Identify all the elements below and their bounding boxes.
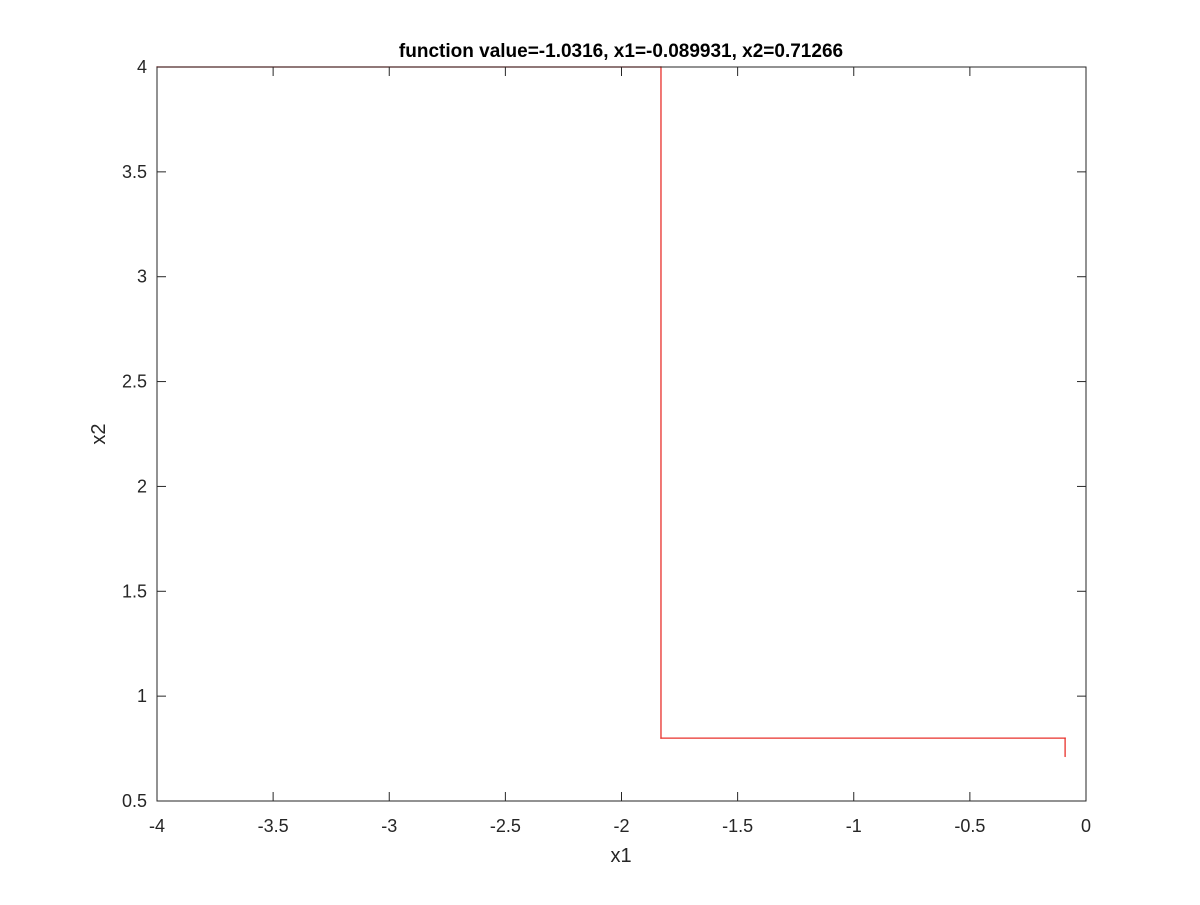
y-tick-label: 0.5 [122,791,147,811]
series-point [1064,755,1066,758]
y-tick-label: 2 [137,476,147,496]
chart-title: function value=-1.0316, x1=-0.089931, x2… [399,41,843,62]
y-tick-label: 3.5 [122,162,147,182]
x-tick-label: -1.5 [722,816,753,836]
x-tick-label: 0 [1081,816,1091,836]
y-tick-label: 1 [137,686,147,706]
series-point [1064,737,1066,739]
y-tick-label: 2.5 [122,372,147,392]
x-tick-label: -0.5 [954,816,985,836]
ticks-layer: -4 -3.5 -3 -2.5 -2 -1.5 -1 -0.5 0 0.5 1 1.5 2 2.5 3 3.5… [122,57,1091,836]
y-tick-label: 4 [137,57,147,77]
plot-area [157,67,1086,801]
y-tick-label: 3 [137,267,147,287]
x-tick-label: -3.5 [258,816,289,836]
x-tick-label: -3 [381,816,397,836]
x-axis-label: x1 [610,845,631,867]
x-tick-label: -2 [613,816,629,836]
series-point [660,737,662,739]
y-axis-label: x2 [88,423,110,444]
y-tick-label: 1.5 [122,581,147,601]
x-tick-label: -1 [846,816,862,836]
axes-box [156,66,1087,802]
x-tick-label: -2.5 [490,816,521,836]
x-tick-label: -4 [149,816,165,836]
